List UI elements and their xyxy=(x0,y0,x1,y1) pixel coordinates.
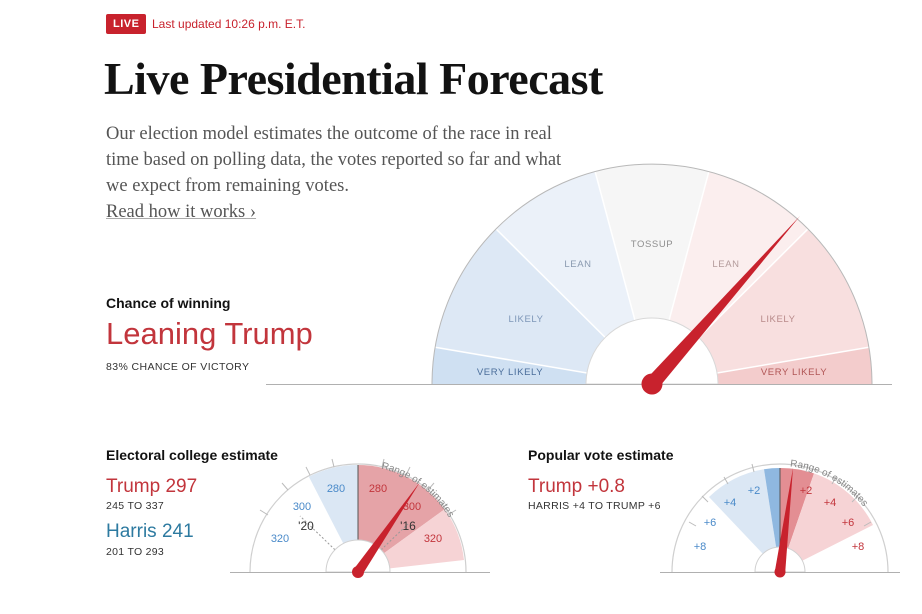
label-likely-harris: LIKELY xyxy=(508,314,543,325)
chance-needle xyxy=(641,216,800,395)
tick-harris-6: +6 xyxy=(704,517,717,529)
tick-harris-4: +4 xyxy=(724,497,737,509)
marker-2016-line xyxy=(357,523,409,573)
label-very-likely-harris: VERY LIKELY xyxy=(477,367,543,378)
tick-280-trump: 280 xyxy=(369,483,387,495)
popular-needle xyxy=(774,468,793,578)
chance-of-victory-text: 83% CHANCE OF VICTORY xyxy=(106,361,250,373)
band-tossup xyxy=(595,164,709,384)
tick-harris-8: +8 xyxy=(694,541,707,553)
tick-300-trump: 300 xyxy=(403,501,421,513)
popular-vote-heading: Popular vote estimate xyxy=(528,447,674,463)
page-title: Live Presidential Forecast xyxy=(104,53,603,104)
tick-300-harris: 300 xyxy=(293,501,311,513)
label-lean-harris: LEAN xyxy=(564,259,591,270)
last-updated-text: Last updated 10:26 p.m. E.T. xyxy=(152,17,306,31)
trump-electoral-estimate: Trump 297 xyxy=(106,476,198,497)
harris-popular-range-band xyxy=(709,469,780,572)
trump-popular-range-band xyxy=(780,473,873,572)
electoral-gauge: 320 300 280 280 300 320 '20 '16 Range of… xyxy=(230,458,490,578)
label-likely-trump: LIKELY xyxy=(760,314,795,325)
popular-vote-range: HARRIS +4 TO TRUMP +6 xyxy=(528,500,661,512)
label-lean-trump: LEAN xyxy=(712,259,739,270)
label-tossup: TOSSUP xyxy=(631,239,674,250)
live-badge: LIVE xyxy=(106,14,147,34)
marker-2020-label: '20 xyxy=(298,519,314,533)
band-likely-trump xyxy=(652,229,869,384)
trump-electoral-range: 245 TO 337 xyxy=(106,500,165,512)
intro-paragraph: Our election model estimates the outcome… xyxy=(106,121,566,225)
tick-320-trump: 320 xyxy=(424,533,442,545)
band-likely-harris xyxy=(435,229,652,384)
harris-electoral-range: 201 TO 293 xyxy=(106,546,165,558)
label-very-likely-trump: VERY LIKELY xyxy=(761,367,827,378)
leaning-status: Leaning Trump xyxy=(106,316,313,351)
harris-electoral-estimate: Harris 241 xyxy=(106,521,194,542)
harris-popular-core-band xyxy=(764,467,780,572)
trump-popular-estimate: Trump +0.8 xyxy=(528,476,625,497)
tick-trump-8: +8 xyxy=(852,541,865,553)
read-how-it-works-link[interactable]: Read how it works › xyxy=(106,202,257,222)
intro-text: Our election model estimates the outcome… xyxy=(106,124,562,196)
tick-harris-2: +2 xyxy=(748,485,761,497)
marker-2016-label: '16 xyxy=(400,519,416,533)
electoral-ticks xyxy=(259,458,457,516)
popular-vote-gauge: +8 +6 +4 +2 +2 +4 +6 +8 Range of estimat… xyxy=(660,458,900,578)
tick-320-harris: 320 xyxy=(271,533,289,545)
electoral-college-heading: Electoral college estimate xyxy=(106,447,278,463)
gauge-hub xyxy=(585,317,719,385)
tick-trump-6: +6 xyxy=(842,517,855,529)
tick-280-harris: 280 xyxy=(327,483,345,495)
tick-trump-2: +2 xyxy=(800,485,813,497)
chance-of-winning-heading: Chance of winning xyxy=(106,295,231,311)
tick-trump-4: +4 xyxy=(824,497,837,509)
electoral-needle xyxy=(352,482,420,578)
popular-ticks xyxy=(688,463,872,527)
